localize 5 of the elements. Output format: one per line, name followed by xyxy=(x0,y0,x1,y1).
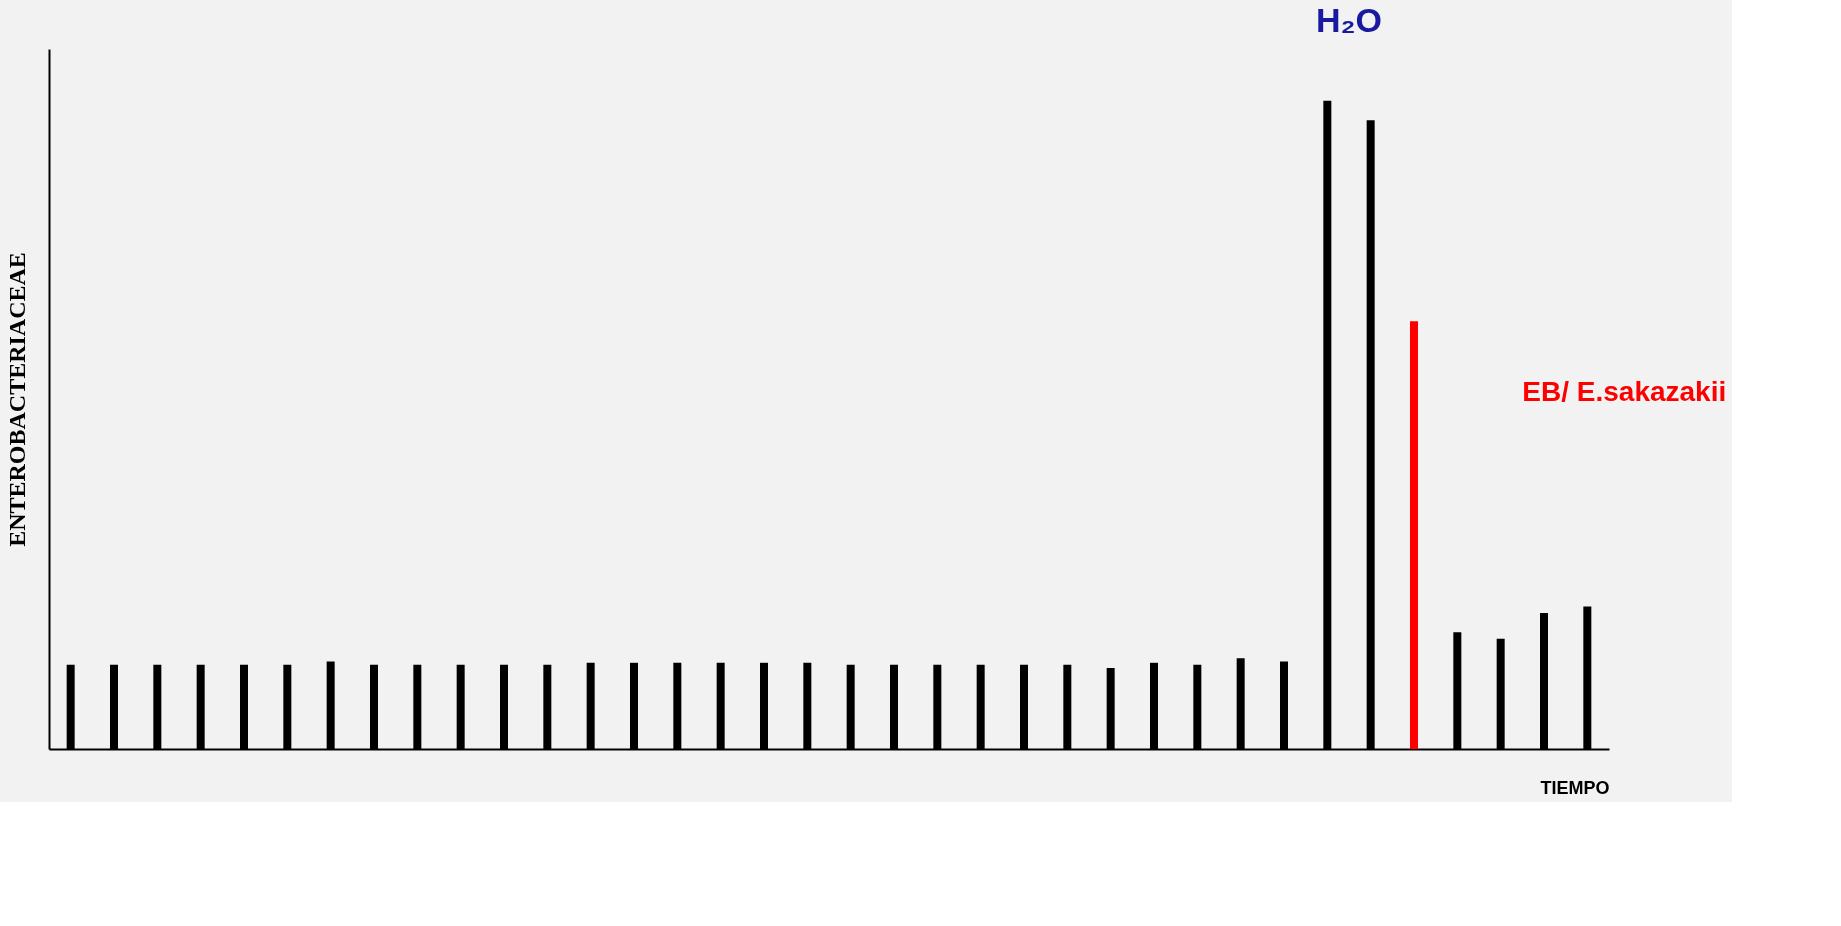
annotation: EB/ E.sakazakii xyxy=(1522,375,1727,407)
text: H₂O xyxy=(1315,1,1383,39)
x-axis-title: TIEMPO xyxy=(1540,777,1610,798)
y-axis-title: ENTEROBACTERIACEAE xyxy=(3,252,30,547)
bar xyxy=(1410,321,1418,749)
